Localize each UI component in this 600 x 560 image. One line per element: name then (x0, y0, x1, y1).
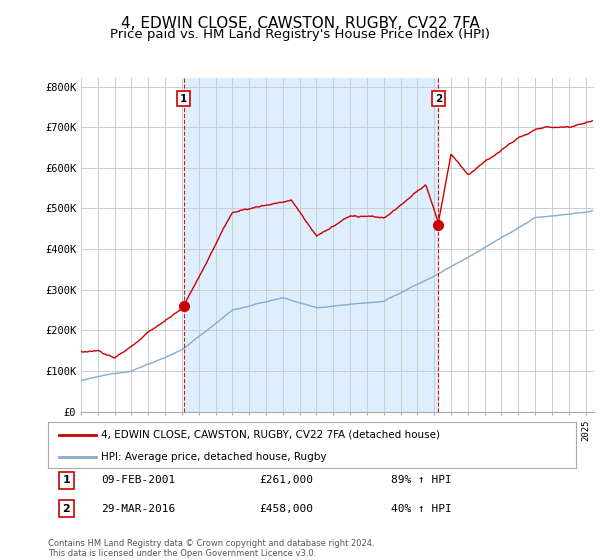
Text: 1: 1 (62, 475, 70, 486)
Text: £261,000: £261,000 (259, 475, 313, 486)
Text: 4, EDWIN CLOSE, CAWSTON, RUGBY, CV22 7FA: 4, EDWIN CLOSE, CAWSTON, RUGBY, CV22 7FA (121, 16, 479, 31)
Text: 89% ↑ HPI: 89% ↑ HPI (391, 475, 452, 486)
Text: 40% ↑ HPI: 40% ↑ HPI (391, 503, 452, 514)
Text: 1: 1 (180, 94, 187, 104)
Text: Contains HM Land Registry data © Crown copyright and database right 2024.
This d: Contains HM Land Registry data © Crown c… (48, 539, 374, 558)
Text: Price paid vs. HM Land Registry's House Price Index (HPI): Price paid vs. HM Land Registry's House … (110, 28, 490, 41)
Text: 29-MAR-2016: 29-MAR-2016 (101, 503, 175, 514)
Bar (184, 78, 439, 412)
Text: 09-FEB-2001: 09-FEB-2001 (101, 475, 175, 486)
Text: 2: 2 (435, 94, 442, 104)
Text: 2: 2 (62, 503, 70, 514)
Text: £458,000: £458,000 (259, 503, 313, 514)
Text: 4, EDWIN CLOSE, CAWSTON, RUGBY, CV22 7FA (detached house): 4, EDWIN CLOSE, CAWSTON, RUGBY, CV22 7FA… (101, 430, 440, 440)
Text: HPI: Average price, detached house, Rugby: HPI: Average price, detached house, Rugb… (101, 452, 326, 463)
